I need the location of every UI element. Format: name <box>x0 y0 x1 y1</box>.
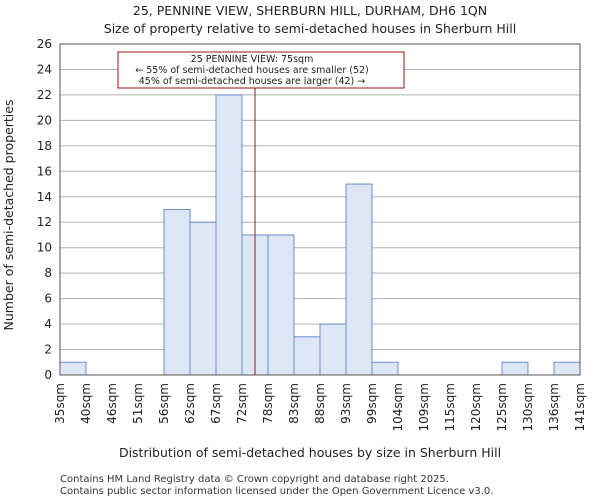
y-tick-label-9: 18 <box>37 139 52 153</box>
footer-licence: Contains public sector information licen… <box>60 486 493 497</box>
annotation-frame <box>117 51 405 89</box>
x-tick-label-3: 51sqm <box>131 383 145 424</box>
y-tick-label-12: 24 <box>37 62 52 76</box>
x-tick-label-20: 141sqm <box>573 383 587 431</box>
y-tick-label-1: 2 <box>44 343 52 357</box>
y-tick-label-7: 14 <box>37 190 52 204</box>
bar-88sqm <box>319 323 347 376</box>
y-tick-label-13: 26 <box>37 37 52 51</box>
x-tick-label-6: 67sqm <box>209 383 223 424</box>
annotation-larger: 45% of semi-detached houses are larger (… <box>139 76 366 87</box>
x-tick-label-13: 104sqm <box>391 383 405 431</box>
chart-subtitle: Size of property relative to semi-detach… <box>104 21 516 36</box>
y-tick-label-2: 4 <box>44 317 52 331</box>
y-tick-label-10: 20 <box>37 113 52 127</box>
x-tick-label-18: 130sqm <box>521 383 535 431</box>
y-tick-label-8: 16 <box>37 164 52 178</box>
bar-83sqm <box>293 336 321 376</box>
x-tick-label-7: 72sqm <box>235 383 249 424</box>
bar-125sqm <box>501 361 529 376</box>
bar-136sqm <box>553 361 581 376</box>
footer-copyright: Contains HM Land Registry data © Crown c… <box>60 474 449 485</box>
plot-frame <box>59 43 581 376</box>
x-tick-label-0: 35sqm <box>53 383 67 424</box>
annotation-title: 25 PENNINE VIEW: 75sqm <box>191 54 314 65</box>
x-tick-label-14: 109sqm <box>417 383 431 431</box>
x-tick-label-8: 78sqm <box>261 383 275 424</box>
x-tick-label-9: 83sqm <box>287 383 301 424</box>
x-tick-label-19: 136sqm <box>547 383 561 431</box>
bar-99sqm <box>371 361 399 376</box>
bar-93sqm <box>345 183 373 376</box>
bar-78sqm <box>267 234 295 376</box>
bar-62sqm <box>189 221 217 376</box>
bar-35sqm <box>59 361 87 376</box>
annotation-smaller: ← 55% of semi-detached houses are smalle… <box>135 65 369 76</box>
y-tick-label-0: 0 <box>44 368 52 382</box>
chart-title: 25, PENNINE VIEW, SHERBURN HILL, DURHAM,… <box>133 3 487 18</box>
x-tick-label-4: 56sqm <box>157 383 171 424</box>
y-axis-label: Number of semi-detached properties <box>1 100 16 331</box>
x-tick-label-1: 40sqm <box>79 383 93 424</box>
x-tick-label-10: 88sqm <box>313 383 327 424</box>
x-axis-label: Distribution of semi-detached houses by … <box>119 445 501 460</box>
y-tick-label-6: 12 <box>37 215 52 229</box>
x-tick-label-2: 46sqm <box>105 383 119 424</box>
bar-67sqm <box>215 94 243 376</box>
y-tick-label-11: 22 <box>37 88 52 102</box>
x-tick-label-16: 120sqm <box>469 383 483 431</box>
annotation-box: 25 PENNINE VIEW: 75sqm ← 55% of semi-det… <box>117 51 405 89</box>
x-axis-ticks: 35sqm 40sqm 46sqm 51sqm 56sqm 62sqm 67sqm 72sqm… <box>53 383 587 431</box>
x-tick-label-15: 115sqm <box>443 383 457 431</box>
x-tick-label-5: 62sqm <box>183 383 197 424</box>
y-tick-label-3: 6 <box>44 292 52 306</box>
x-tick-label-11: 93sqm <box>339 383 353 424</box>
y-tick-label-4: 8 <box>44 266 52 280</box>
bar-56sqm <box>163 209 191 376</box>
y-tick-label-5: 10 <box>37 241 52 255</box>
bars <box>59 94 581 376</box>
x-tick-label-12: 99sqm <box>365 383 379 424</box>
x-tick-label-17: 125sqm <box>495 383 509 431</box>
